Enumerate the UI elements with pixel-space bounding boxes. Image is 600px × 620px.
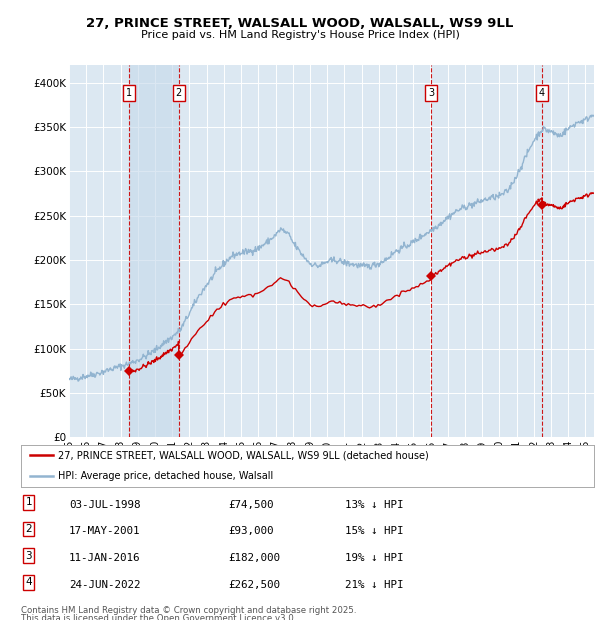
- Text: 4: 4: [539, 88, 545, 98]
- Text: £182,000: £182,000: [228, 553, 280, 563]
- Bar: [129, 65, 179, 437]
- Text: 15% ↓ HPI: 15% ↓ HPI: [345, 526, 404, 536]
- Text: Contains HM Land Registry data © Crown copyright and database right 2025.: Contains HM Land Registry data © Crown c…: [21, 606, 356, 616]
- Text: 4: 4: [25, 577, 32, 587]
- Text: 27, PRINCE STREET, WALSALL WOOD, WALSALL, WS9 9LL: 27, PRINCE STREET, WALSALL WOOD, WALSALL…: [86, 17, 514, 30]
- Text: 13% ↓ HPI: 13% ↓ HPI: [345, 500, 404, 510]
- Text: 2: 2: [25, 524, 32, 534]
- Text: 03-JUL-1998: 03-JUL-1998: [69, 500, 140, 510]
- Text: 3: 3: [428, 88, 434, 98]
- Text: 19% ↓ HPI: 19% ↓ HPI: [345, 553, 404, 563]
- Text: 2: 2: [176, 88, 182, 98]
- Text: This data is licensed under the Open Government Licence v3.0.: This data is licensed under the Open Gov…: [21, 614, 296, 620]
- Text: 24-JUN-2022: 24-JUN-2022: [69, 580, 140, 590]
- Text: £262,500: £262,500: [228, 580, 280, 590]
- Text: Price paid vs. HM Land Registry's House Price Index (HPI): Price paid vs. HM Land Registry's House …: [140, 30, 460, 40]
- Text: 1: 1: [25, 497, 32, 507]
- Text: 21% ↓ HPI: 21% ↓ HPI: [345, 580, 404, 590]
- Text: HPI: Average price, detached house, Walsall: HPI: Average price, detached house, Wals…: [58, 471, 274, 481]
- Text: 3: 3: [25, 551, 32, 560]
- Text: 11-JAN-2016: 11-JAN-2016: [69, 553, 140, 563]
- Text: 1: 1: [126, 88, 133, 98]
- Text: £93,000: £93,000: [228, 526, 274, 536]
- Text: 27, PRINCE STREET, WALSALL WOOD, WALSALL, WS9 9LL (detached house): 27, PRINCE STREET, WALSALL WOOD, WALSALL…: [58, 450, 429, 460]
- Text: £74,500: £74,500: [228, 500, 274, 510]
- Text: 17-MAY-2001: 17-MAY-2001: [69, 526, 140, 536]
